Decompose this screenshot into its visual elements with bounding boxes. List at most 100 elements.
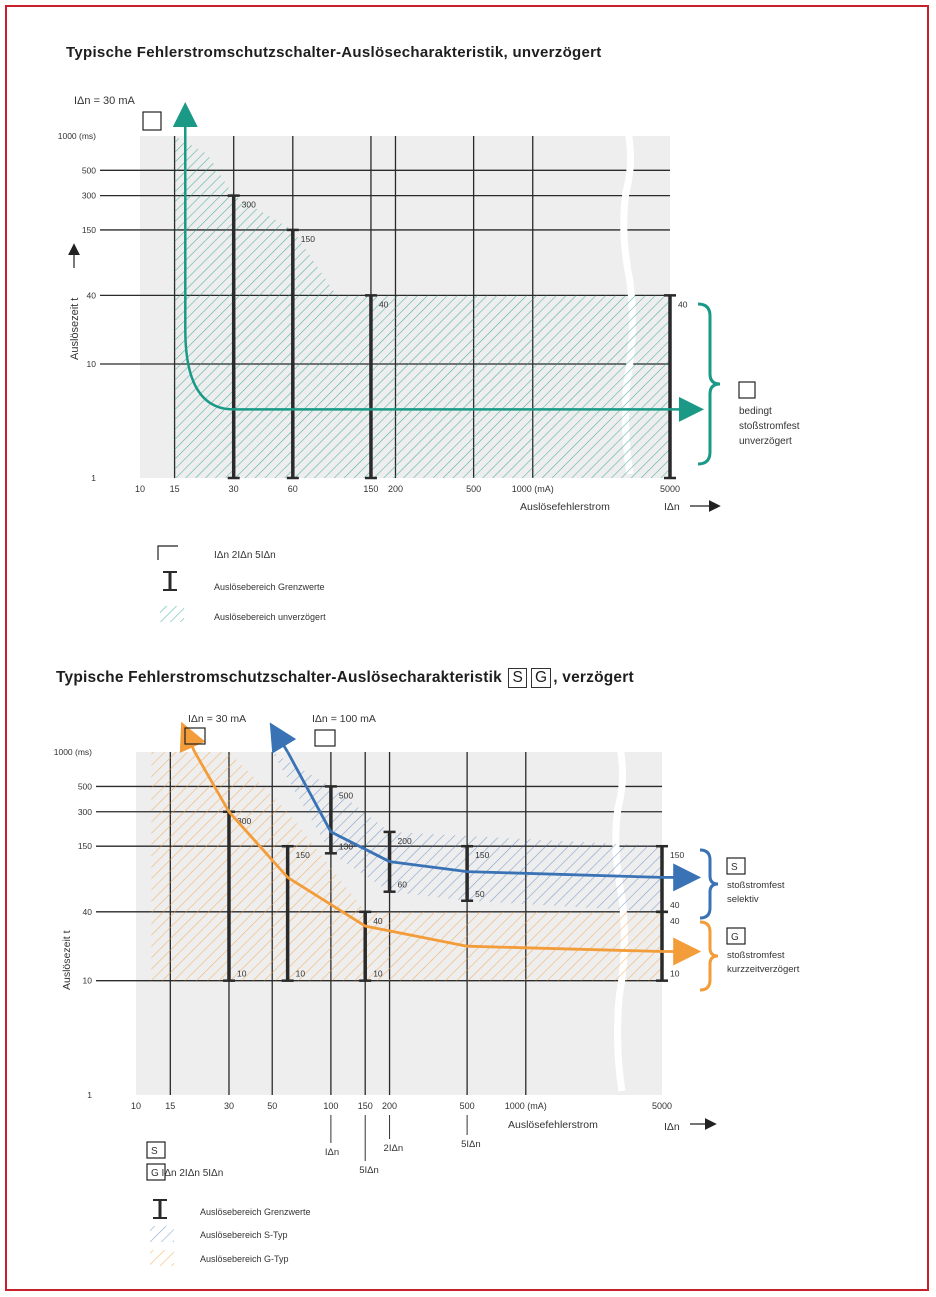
legend-item-3: Auslösebereich unverzögert [214, 612, 326, 622]
right-label-line: kurzzeitverzögert [727, 964, 800, 975]
bar-top-label: 150 [670, 850, 684, 860]
x-tick-label: 30 [224, 1101, 234, 1111]
y-tick-label: 40 [83, 907, 93, 917]
bar-top-label: 300 [237, 816, 251, 826]
chart2-title-suffix: , verzögert [553, 669, 634, 686]
legend-hatch-green [160, 606, 184, 622]
y-tick-label: 1000 (ms) [58, 131, 96, 141]
x-tick-label: 150 [363, 484, 378, 494]
marker-label: 5IΔn [359, 1165, 379, 1176]
x-tick-label: 200 [388, 484, 403, 494]
chart2-title: Typische Fehlerstromschutzschalter-Auslö… [56, 668, 634, 688]
right-label-line: stoßstromfest [739, 421, 800, 432]
y-tick-label: 150 [82, 225, 96, 235]
y-tick-label: 500 [78, 781, 92, 791]
y-axis-label: Auslösezeit t [61, 930, 73, 990]
page-border [5, 5, 929, 1291]
x-axis-sublabel: IΔn [664, 501, 680, 513]
right-brace [697, 302, 721, 466]
chart2-title-g-box: G [531, 668, 552, 688]
x-tick-label: 30 [229, 484, 239, 494]
bar-bottom-label: 10 [373, 969, 383, 979]
chart1-title: Typische Fehlerstromschutzschalter-Auslö… [66, 44, 602, 61]
y-axis-label: Auslösezeit t [69, 298, 81, 360]
y-tick-label: 40 [87, 290, 97, 300]
y-tick-label: 500 [82, 165, 96, 175]
x-axis-label: Auslösefehlerstrom [520, 501, 610, 513]
x-tick-label: 50 [267, 1101, 277, 1111]
legend-s-letter: S [151, 1146, 158, 1157]
bar-bottom-label: 130 [339, 841, 353, 851]
legend-hatch-blue [150, 1226, 174, 1242]
x-axis-label: Auslösefehlerstrom [508, 1119, 598, 1131]
legend-item-s: Auslösebereich S-Typ [200, 1230, 288, 1240]
s-brace [699, 848, 719, 920]
current-label: IΔn = 30 mA [74, 95, 136, 107]
bar-label: 300 [242, 200, 256, 210]
x-tick-label: 5000 [652, 1101, 672, 1111]
bar-label: 40 [379, 299, 389, 309]
unverzoegert-region [174, 136, 670, 478]
bar-bottom-label: 10 [237, 969, 247, 979]
right-label-line: stoßstromfest [727, 880, 785, 891]
marker-label: 5IΔn [461, 1139, 481, 1150]
chart2-title-prefix: Typische Fehlerstromschutzschalter-Auslö… [56, 669, 502, 686]
bar-bottom-label: 60 [398, 880, 408, 890]
x-tick-label: 60 [288, 484, 298, 494]
marker-label: IΔn [325, 1147, 339, 1158]
curve-g-up-arrow [179, 721, 206, 754]
legend-item-1: IΔn 2IΔn 5IΔn [214, 550, 276, 561]
bar-label: 150 [301, 234, 315, 244]
g-box [184, 727, 206, 745]
legend-item-2: Auslösebereich Grenzwerte [214, 582, 325, 592]
y-tick-label: 10 [83, 976, 93, 986]
bar-top-label: 500 [339, 790, 353, 800]
tripping-curve-30mA [184, 113, 704, 422]
x-tick-label: 15 [165, 1101, 175, 1111]
bar-bottom-label: 40 [670, 900, 680, 910]
right-label-line: bedingt [739, 406, 772, 417]
x-tick-label: 5000 [660, 484, 680, 494]
x-tick-label: 500 [460, 1101, 475, 1111]
bar-bottom-label: 10 [670, 969, 680, 979]
marker-label: 2IΔn [384, 1143, 404, 1154]
bar-bottom-label: 10 [296, 969, 306, 979]
curve-g-type [193, 751, 702, 966]
chart2-title-s-box: S [508, 668, 527, 688]
bar-top-label: 40 [373, 916, 383, 926]
x-tick-label: 150 [358, 1101, 373, 1111]
x-tick-label: 100 [323, 1101, 338, 1111]
s-type-region [272, 752, 662, 912]
legend-hatch-orange [150, 1250, 174, 1266]
legend-g-text: G IΔn 2IΔn 5IΔn [151, 1168, 223, 1179]
x-tick-label: 15 [170, 484, 180, 494]
right-label-line: unverzögert [739, 436, 792, 447]
x-axis-sublabel: IΔn [664, 1121, 680, 1133]
s-current-label: IΔn = 100 mA [312, 713, 376, 725]
type-box-right [738, 381, 756, 399]
y-tick-label: 300 [78, 807, 92, 817]
x-tick-label: 10 [135, 484, 145, 494]
bar-top-label: 150 [296, 850, 310, 860]
bar-top-label: 200 [398, 836, 412, 846]
type-box [142, 111, 162, 131]
y-tick-label: 1000 (ms) [54, 747, 92, 757]
bar-top-label: 150 [475, 850, 489, 860]
y-tick-label: 1 [87, 1090, 92, 1100]
x-tick-label: 1000 (mA) [505, 1101, 547, 1111]
curve-s-type [286, 751, 702, 892]
right-box-letter: S [731, 862, 738, 873]
right-box-G [726, 927, 746, 945]
g-current-label: IΔn = 30 mA [188, 713, 246, 725]
x-tick-label: 1000 (mA) [512, 484, 554, 494]
x-tick-label: 500 [466, 484, 481, 494]
bar-top-label: 40 [670, 916, 680, 926]
y-tick-label: 1 [91, 473, 96, 483]
bar-bottom-label: 50 [475, 889, 485, 899]
x-tick-label: 10 [131, 1101, 141, 1111]
curve-s-up-arrow [269, 722, 297, 754]
x-tick-label: 200 [382, 1101, 397, 1111]
g-type-region [151, 752, 662, 981]
y-tick-label: 10 [87, 359, 97, 369]
